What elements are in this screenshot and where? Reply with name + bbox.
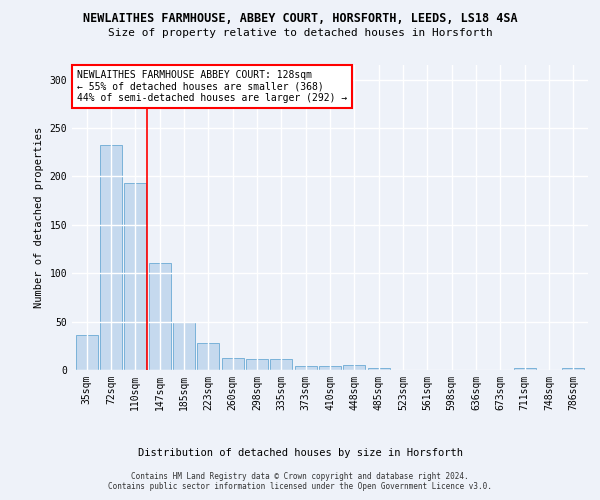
Text: Contains public sector information licensed under the Open Government Licence v3: Contains public sector information licen… xyxy=(108,482,492,491)
Bar xyxy=(149,262,170,370)
Text: NEWLAITHES FARMHOUSE ABBEY COURT: 128sqm
← 55% of detached houses are smaller (3: NEWLAITHES FARMHOUSE ABBEY COURT: 128sqm… xyxy=(77,70,347,103)
Bar xyxy=(343,365,365,370)
Text: Size of property relative to detached houses in Horsforth: Size of property relative to detached ho… xyxy=(107,28,493,38)
Text: Distribution of detached houses by size in Horsforth: Distribution of detached houses by size … xyxy=(137,448,463,458)
Bar xyxy=(562,368,584,370)
Y-axis label: Number of detached properties: Number of detached properties xyxy=(34,127,44,308)
Bar xyxy=(368,368,389,370)
Bar xyxy=(124,183,146,370)
Bar xyxy=(76,335,98,370)
Bar xyxy=(295,366,317,370)
Text: Contains HM Land Registry data © Crown copyright and database right 2024.: Contains HM Land Registry data © Crown c… xyxy=(131,472,469,481)
Text: NEWLAITHES FARMHOUSE, ABBEY COURT, HORSFORTH, LEEDS, LS18 4SA: NEWLAITHES FARMHOUSE, ABBEY COURT, HORSF… xyxy=(83,12,517,26)
Bar xyxy=(221,358,244,370)
Bar xyxy=(173,322,195,370)
Bar xyxy=(319,366,341,370)
Bar xyxy=(246,360,268,370)
Bar xyxy=(514,368,536,370)
Bar xyxy=(271,360,292,370)
Bar xyxy=(100,146,122,370)
Bar xyxy=(197,343,219,370)
